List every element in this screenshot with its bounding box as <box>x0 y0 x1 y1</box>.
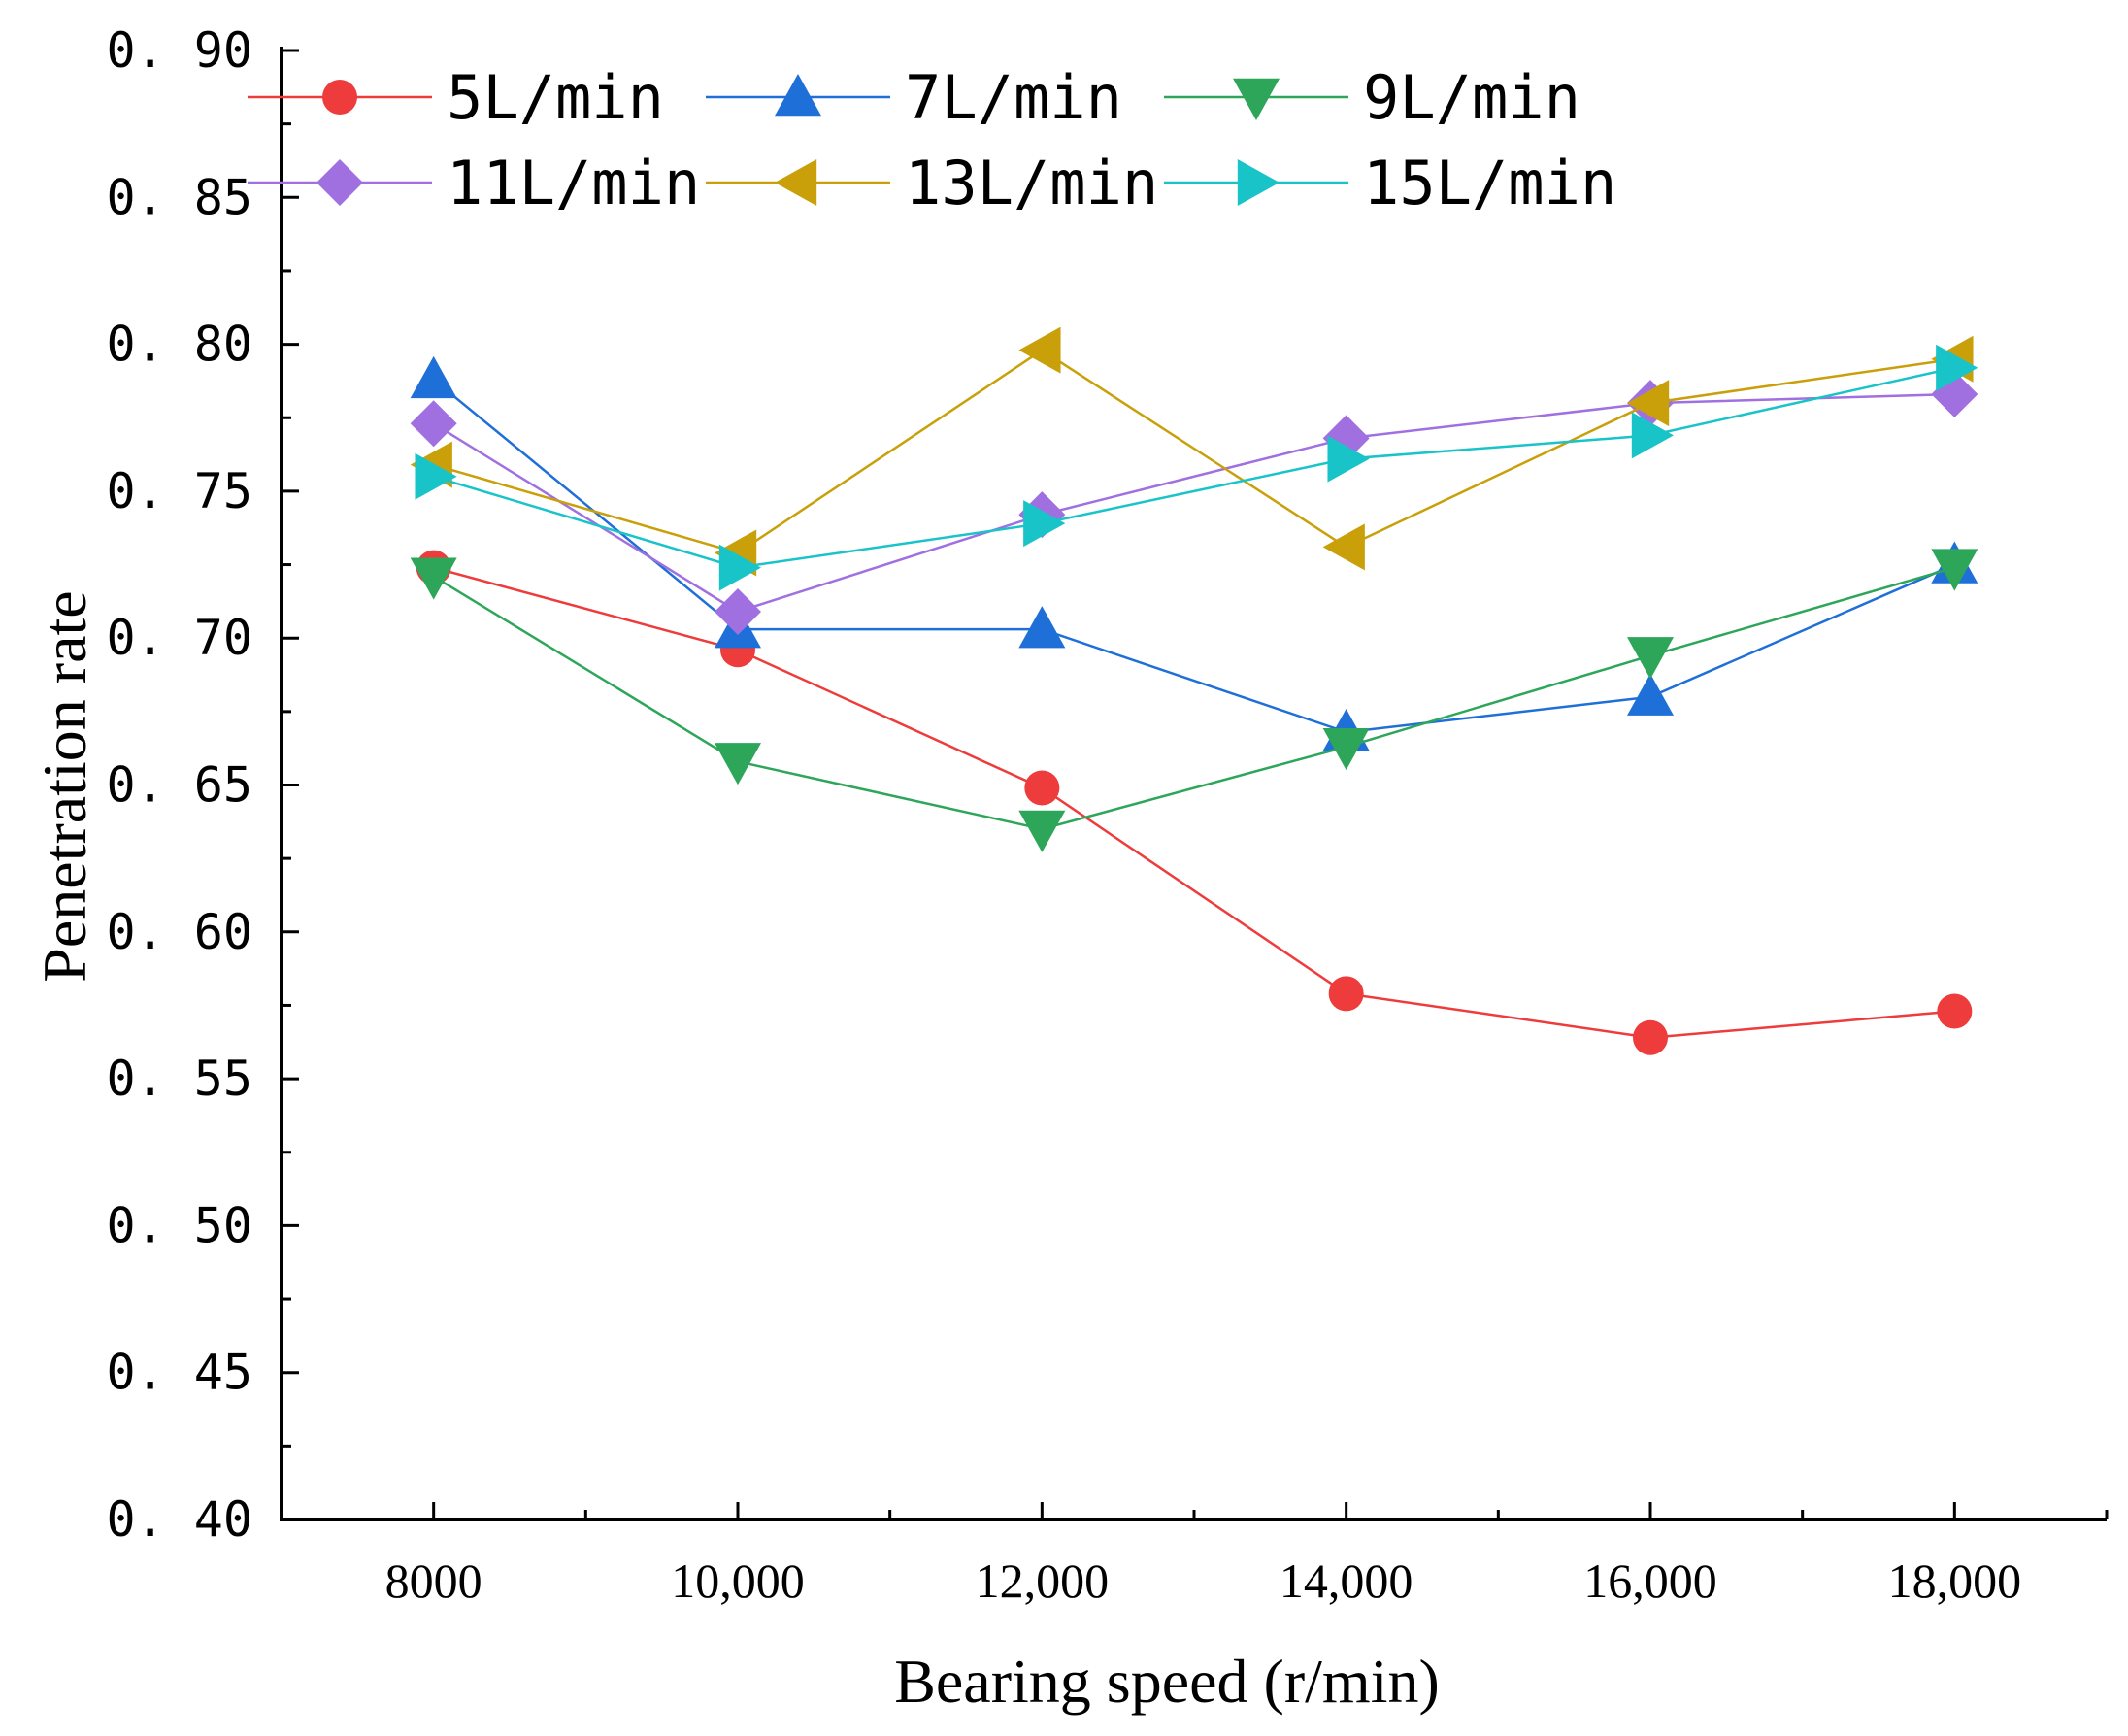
y-tick-label: 0. 75 <box>106 463 252 519</box>
legend-marker <box>775 74 821 117</box>
data-point-15l-min <box>1327 435 1370 483</box>
data-point-15l-min <box>1631 412 1674 459</box>
y-tick-label: 0. 55 <box>106 1051 252 1107</box>
data-point-5l-min <box>1937 993 1973 1029</box>
data-point-7l-min <box>1018 606 1066 649</box>
legend-label: 9L/min <box>1363 62 1580 133</box>
data-point-13l-min <box>1322 523 1365 571</box>
y-tick-label: 0. 50 <box>106 1197 252 1253</box>
axes: 0. 40 0. 45 0. 50 0. 55 0. 60 0. 65 0. 70 0. 75… <box>106 22 2109 1608</box>
data-point-9l-min <box>1931 549 1978 591</box>
data-point-15l-min <box>1936 344 1978 391</box>
legend-marker <box>775 159 817 206</box>
y-tick-label: 0. 70 <box>106 610 252 666</box>
series-line-13l-min <box>433 349 1955 554</box>
legend-label: 7L/min <box>905 62 1122 133</box>
x-tick-label: 12,000 <box>976 1553 1110 1608</box>
legend-item-5l-min: 5L/min <box>248 62 664 133</box>
legend-label: 5L/min <box>447 62 664 133</box>
y-tick-label: 0. 40 <box>106 1491 252 1548</box>
series-15l-min <box>415 344 1978 591</box>
legend-marker <box>1237 159 1280 206</box>
legend-marker <box>316 159 363 206</box>
y-tick-label: 0. 80 <box>106 317 252 373</box>
data-point-5l-min <box>1328 976 1364 1012</box>
x-tick-label: 14,000 <box>1280 1553 1413 1608</box>
data-point-9l-min <box>715 743 761 785</box>
legend-marker <box>322 80 357 115</box>
legend-item-11l-min: 11L/min <box>248 148 700 218</box>
series-11l-min <box>410 371 1978 635</box>
legend-item-9l-min: 9L/min <box>1164 62 1580 133</box>
series-line-7l-min <box>432 378 1955 734</box>
legend-item-13l-min: 13L/min <box>706 148 1158 218</box>
y-tick-label: 0. 85 <box>106 169 252 225</box>
data-point-13l-min <box>1018 326 1061 374</box>
data-point-11l-min <box>410 400 457 448</box>
data-point-15l-min <box>1023 500 1066 548</box>
data-point-7l-min <box>1627 673 1674 716</box>
series-line-15l-min <box>433 366 1955 569</box>
data-point-5l-min <box>1024 770 1060 806</box>
series-7l-min <box>410 355 1978 751</box>
data-point-7l-min <box>410 355 457 399</box>
legend-label: 11L/min <box>447 148 700 218</box>
data-point-9l-min <box>410 557 457 600</box>
series-9l-min <box>410 549 1978 852</box>
series-line-5l-min <box>433 566 1955 1039</box>
series-5l-min <box>416 550 1973 1055</box>
x-tick-label: 10,000 <box>671 1553 805 1608</box>
data-point-9l-min <box>1627 637 1674 680</box>
data-point-9l-min <box>1018 810 1066 852</box>
data-point-9l-min <box>1322 727 1370 771</box>
series-line-9l-min <box>433 566 1955 831</box>
series-layer <box>410 326 1978 1055</box>
data-point-15l-min <box>718 544 761 591</box>
x-tick-label: 8000 <box>385 1553 482 1608</box>
series-line-11l-min <box>433 392 1955 614</box>
x-axis-title: Bearing speed (r/min) <box>894 1647 1440 1716</box>
data-point-13l-min <box>1627 380 1670 427</box>
y-tick-label: 0. 65 <box>106 757 252 814</box>
data-point-5l-min <box>1633 1019 1668 1055</box>
legend: 5L/min 7L/min 9L/min 11L/min 13L/min 15L/min <box>248 62 1616 218</box>
x-tick-label: 16,000 <box>1583 1553 1717 1608</box>
x-tick-label: 18,000 <box>1888 1553 2022 1608</box>
legend-item-7l-min: 7L/min <box>706 62 1122 133</box>
legend-item-15l-min: 15L/min <box>1164 148 1616 218</box>
legend-marker <box>1233 78 1280 120</box>
data-point-11l-min <box>715 587 761 635</box>
legend-label: 15L/min <box>1363 148 1616 218</box>
y-tick-label: 0. 90 <box>106 22 252 79</box>
data-point-15l-min <box>415 452 457 500</box>
legend-label: 13L/min <box>905 148 1158 218</box>
y-tick-label: 0. 60 <box>106 904 252 960</box>
y-axis-title: Penetration rate <box>30 590 99 982</box>
y-tick-label: 0. 45 <box>106 1345 252 1401</box>
